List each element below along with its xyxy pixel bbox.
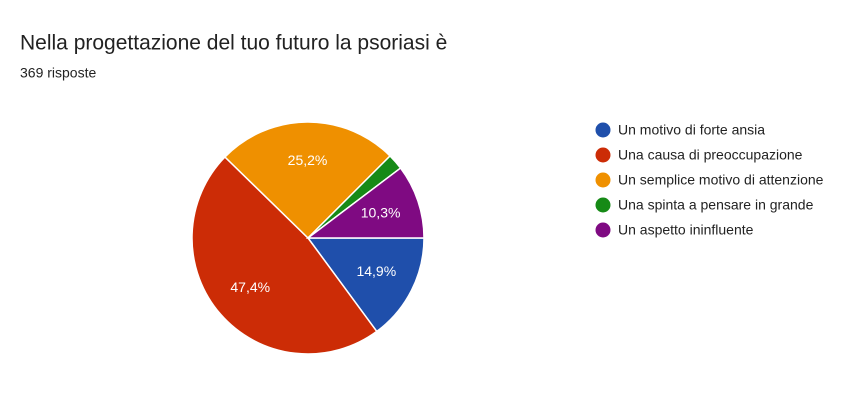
- legend-label: Un aspetto ininfluente: [618, 222, 754, 238]
- slice-label: 47,4%: [230, 279, 270, 295]
- legend-label: Un semplice motivo di attenzione: [618, 172, 824, 188]
- pie-slice: [306, 237, 425, 333]
- pie-slice: [223, 121, 392, 240]
- legend-label: Un motivo di forte ansia: [618, 122, 765, 138]
- chart-subtitle: 369 risposte: [20, 65, 96, 81]
- chart-title: Nella progettazione del tuo futuro la ps…: [20, 32, 447, 55]
- legend-marker: [595, 147, 611, 163]
- legend-marker: [595, 222, 611, 238]
- legend-marker: [595, 122, 611, 138]
- pie-slice: [191, 155, 378, 355]
- legend-label: Una causa di preoccupazione: [618, 147, 803, 163]
- legend-marker: [595, 172, 611, 188]
- pie-slice: [305, 167, 425, 239]
- legend-label: Una spinta a pensare in grande: [618, 197, 814, 213]
- legend-marker: [595, 197, 611, 213]
- slice-label: 14,9%: [356, 263, 396, 279]
- slice-label: 10,3%: [361, 204, 401, 220]
- slice-label: 25,2%: [288, 152, 328, 168]
